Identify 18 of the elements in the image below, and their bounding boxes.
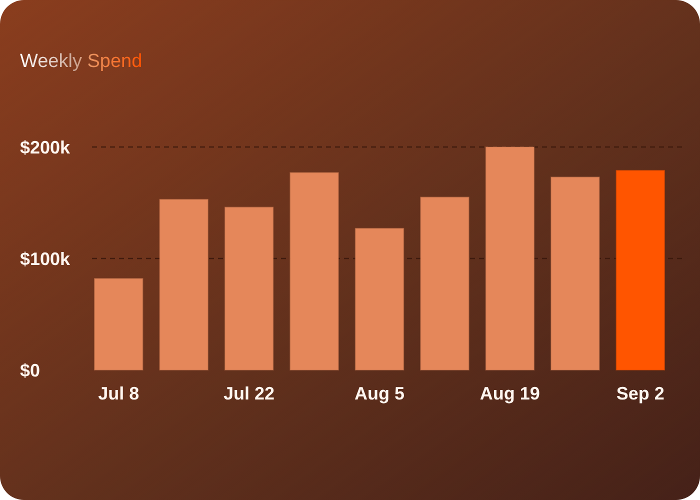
bar [420,196,470,370]
x-tick-label: Jul 22 [224,383,275,404]
bar [224,206,274,370]
bar [159,198,208,370]
bar [485,146,535,370]
y-tick-label: $100k [20,248,72,269]
x-tick-label: Jul 8 [98,383,140,404]
bar [354,228,404,370]
y-tick-label: $200k [20,137,72,158]
x-tick-label: Aug 19 [480,383,540,404]
x-tick-label: Sep 2 [616,383,664,404]
bar [94,278,144,370]
bar [616,170,666,370]
y-tick-label: $0 [20,360,40,380]
x-tick-label: Aug 5 [354,383,405,404]
bar [550,176,600,370]
bar [290,172,339,370]
chart-title: Weekly Spend [20,51,142,72]
